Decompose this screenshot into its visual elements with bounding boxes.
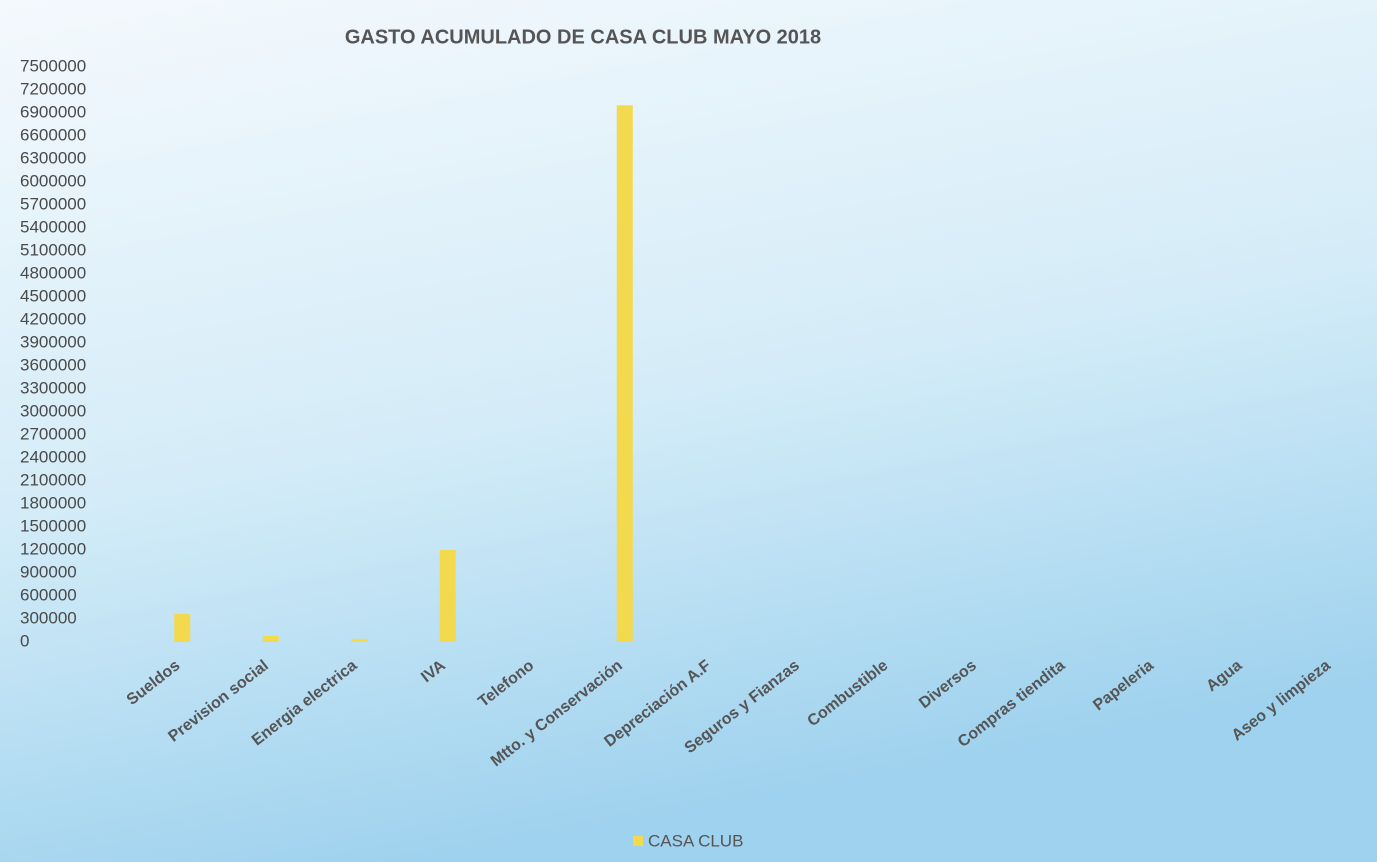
y-tick-label: 6600000 (20, 125, 86, 144)
y-tick-label: 900000 (20, 562, 77, 581)
y-tick-label: 4500000 (20, 286, 86, 305)
y-tick-label: 300000 (20, 608, 77, 627)
y-tick-label: 0 (20, 631, 29, 650)
bar (174, 614, 191, 642)
y-tick-label: 5100000 (20, 240, 86, 259)
y-tick-label: 4800000 (20, 263, 86, 282)
y-tick-label: 1800000 (20, 493, 86, 512)
legend-swatch (633, 836, 643, 846)
y-tick-label: 3300000 (20, 378, 86, 397)
y-tick-label: 6900000 (20, 102, 86, 121)
y-tick-label: 3900000 (20, 332, 86, 351)
bar (705, 641, 722, 642)
y-tick-label: 7500000 (20, 56, 86, 75)
y-tick-label: 5700000 (20, 194, 86, 213)
legend-label: CASA CLUB (648, 831, 743, 850)
bar (351, 638, 368, 642)
y-tick-label: 3600000 (20, 355, 86, 374)
y-tick-label: 6300000 (20, 148, 86, 167)
y-tick-label: 1200000 (20, 539, 86, 558)
bar (262, 635, 279, 642)
y-tick-label: 2700000 (20, 424, 86, 443)
chart-title: GASTO ACUMULADO DE CASA CLUB MAYO 2018 (345, 26, 821, 48)
y-tick-label: 2100000 (20, 470, 86, 489)
y-tick-label: 3000000 (20, 401, 86, 420)
y-tick-label: 600000 (20, 585, 77, 604)
y-tick-label: 7200000 (20, 79, 86, 98)
y-tick-label: 4200000 (20, 309, 86, 328)
bar (439, 550, 456, 642)
y-tick-label: 1500000 (20, 516, 86, 535)
bar (616, 105, 633, 643)
y-tick-label: 2400000 (20, 447, 86, 466)
y-tick-label: 6000000 (20, 171, 86, 190)
y-tick-label: 5400000 (20, 217, 86, 236)
